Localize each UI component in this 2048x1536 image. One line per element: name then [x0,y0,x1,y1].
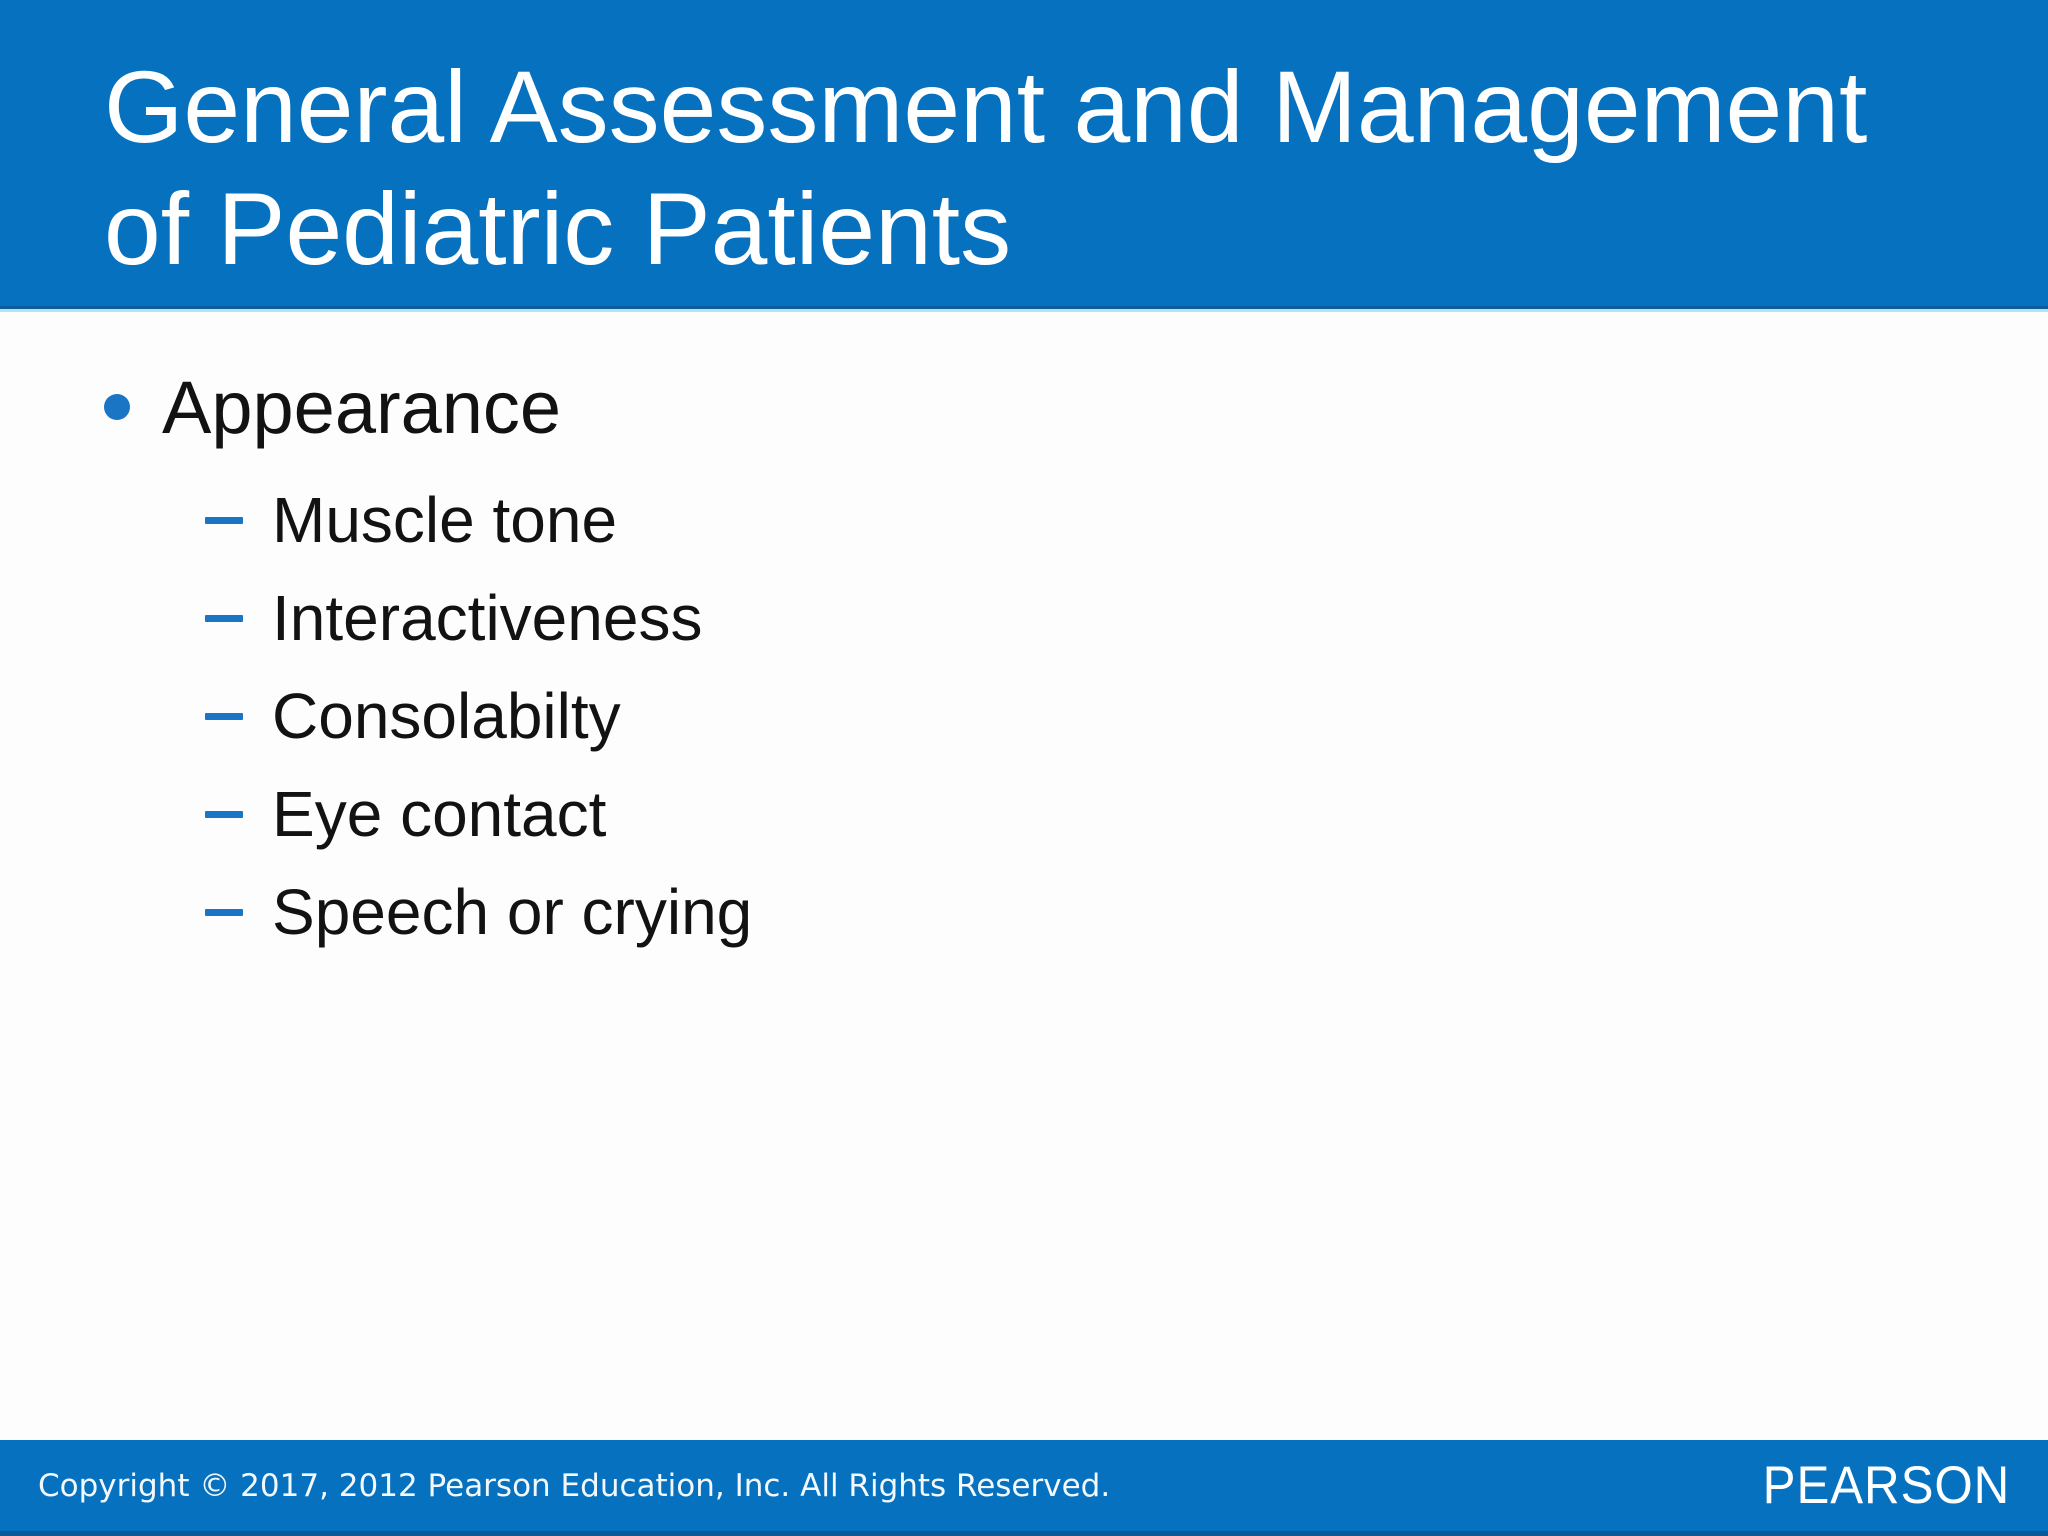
footer-copyright: Copyright © 2017, 2012 Pearson Education… [38,1467,1111,1504]
sub-bullet-label: Muscle tone [272,484,618,556]
page-title: General Assessment and Management of Ped… [104,46,1867,290]
page-title-line1: General Assessment and Management [104,50,1868,164]
sub-bullet-item: Consolabilty [0,667,752,765]
slide-footer-band: Copyright © 2017, 2012 Pearson Education… [0,1440,2048,1536]
page-title-line2: of Pediatric Patients [104,172,1012,286]
sub-bullet-label: Speech or crying [272,876,753,948]
bullet-dot-icon [104,394,130,420]
dash-icon [205,614,243,622]
sub-bullet-item: Muscle tone [0,471,752,569]
header-accent-strip [0,309,2048,312]
bullet-label: Appearance [162,365,562,449]
sub-bullet-label: Consolabilty [272,680,621,752]
sub-bullet-item: Interactiveness [0,569,752,667]
sub-bullet-list: Muscle tone Interactiveness Consolabilty… [0,471,752,961]
sub-bullet-label: Interactiveness [272,582,703,654]
sub-bullet-label: Eye contact [272,778,607,850]
dash-icon [205,516,243,524]
dash-icon [205,712,243,720]
slide-header-band: General Assessment and Management of Ped… [0,0,2048,309]
sub-bullet-item: Eye contact [0,765,752,863]
bullet-item: Appearance [104,352,561,462]
sub-bullet-item: Speech or crying [0,863,752,961]
pearson-logo: PEARSON [1762,1456,2010,1515]
dash-icon [205,810,243,818]
dash-icon [205,908,243,916]
